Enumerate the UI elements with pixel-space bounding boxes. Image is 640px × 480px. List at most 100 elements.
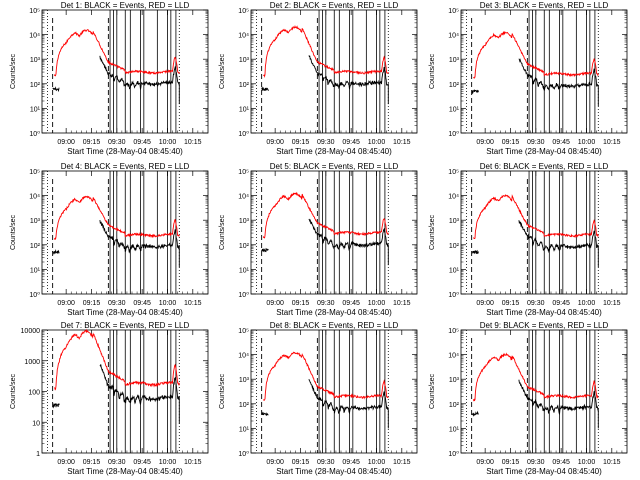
y-tick-label: 10²: [30, 82, 41, 89]
y-tick-label: 10⁵: [238, 8, 249, 15]
y-tick-label: 10⁴: [238, 194, 249, 201]
y-tick-label: 10²: [449, 243, 460, 250]
x-tick-label: 10:15: [184, 459, 202, 466]
x-tick-label: 09:30: [317, 459, 335, 466]
y-axis-label: Counts/sec: [10, 214, 17, 250]
panel-det-9: Det 9: BLACK = Events, RED = LLD 10⁰ 10¹ 10…: [429, 321, 628, 476]
x-tick-label: 09:45: [342, 139, 360, 146]
panel-title: Det 8: BLACK = Events, RED = LLD: [270, 321, 399, 330]
events-series-line: [308, 55, 389, 105]
events-series-early: [52, 403, 60, 409]
events-series-early: [471, 410, 479, 417]
y-tick-label: 10⁰: [29, 130, 40, 138]
events-series-line: [308, 218, 389, 266]
events-series-early: [471, 249, 479, 255]
panel-title: Det 7: BLACK = Events, RED = LLD: [61, 321, 190, 330]
y-tick-label: 10¹: [30, 267, 41, 274]
lld-series-line: [54, 328, 180, 391]
y-tick-label: 100: [28, 390, 40, 397]
x-tick-label: 09:00: [476, 300, 494, 307]
x-tick-label: 10:15: [393, 459, 411, 466]
y-tick-label: 10³: [239, 218, 250, 225]
x-tick-label: 09:45: [552, 300, 570, 307]
y-tick-label: 10¹: [239, 426, 250, 433]
events-series-line: [518, 379, 599, 429]
x-tick-label: 10:00: [578, 459, 596, 466]
x-tick-label: 10:00: [578, 139, 596, 146]
x-tick-label: 10:00: [368, 139, 386, 146]
y-tick-label: 10²: [30, 243, 41, 250]
y-tick-label: 10³: [239, 377, 250, 384]
y-axis-label: Counts/sec: [429, 53, 436, 89]
events-series-early: [261, 411, 269, 417]
x-tick-label: 09:45: [552, 459, 570, 466]
x-tick-label: 09:30: [527, 300, 545, 307]
y-axis-label: Counts/sec: [219, 214, 226, 250]
x-tick-label: 10:15: [603, 300, 621, 307]
y-tick-label: 10³: [449, 377, 460, 384]
events-series-early: [261, 86, 269, 92]
x-tick-label: 09:30: [317, 300, 335, 307]
y-tick-label: 10⁵: [448, 169, 459, 176]
x-tick-label: 09:30: [527, 459, 545, 466]
x-tick-label: 10:15: [393, 139, 411, 146]
x-tick-label: 10:15: [184, 300, 202, 307]
y-tick-label: 1: [36, 451, 40, 458]
x-tick-label: 09:15: [83, 459, 101, 466]
y-tick-label: 10⁴: [448, 33, 459, 40]
y-tick-label: 10⁵: [448, 328, 459, 335]
y-tick-label: 10⁰: [448, 130, 459, 138]
x-axis-label: Start Time (28-May-04 08:45:40): [486, 147, 602, 156]
x-tick-label: 09:30: [108, 300, 126, 307]
y-tick-label: 10⁴: [29, 33, 40, 40]
lld-series-line: [473, 194, 599, 240]
y-axis-label: Counts/sec: [219, 373, 226, 409]
x-axis-label: Start Time (28-May-04 08:45:40): [67, 467, 183, 476]
x-tick-label: 09:15: [502, 459, 520, 466]
y-tick-label: 10⁵: [29, 169, 40, 176]
lld-series-line: [53, 29, 180, 77]
lld-series-line: [472, 352, 599, 402]
events-series-line: [99, 55, 180, 105]
x-tick-label: 09:15: [502, 139, 520, 146]
x-tick-label: 10:00: [159, 139, 177, 146]
panel-det-5: Det 5: BLACK = Events, RED = LLD 10⁰ 10¹ 10…: [219, 162, 418, 317]
events-series-line: [518, 220, 599, 267]
x-tick-label: 10:00: [368, 300, 386, 307]
y-tick-label: 10⁵: [238, 328, 249, 335]
y-tick-label: 10⁰: [448, 450, 459, 458]
panel-det-8: Det 8: BLACK = Events, RED = LLD 10⁰ 10¹ 10…: [219, 321, 418, 476]
events-series-line: [308, 379, 389, 429]
y-axis-label: Counts/sec: [429, 373, 436, 409]
y-tick-label: 10⁴: [238, 33, 249, 40]
events-series-line: [99, 364, 180, 424]
panel-title: Det 4: BLACK = Events, RED = LLD: [61, 162, 190, 171]
y-tick-label: 10⁴: [448, 353, 459, 360]
x-axis-label: Start Time (28-May-04 08:45:40): [67, 308, 183, 317]
x-tick-label: 10:15: [393, 300, 411, 307]
y-tick-label: 10⁰: [29, 291, 40, 299]
y-axis-label: Counts/sec: [429, 214, 436, 250]
y-axis-label: Counts/sec: [10, 53, 17, 89]
x-tick-label: 09:15: [292, 459, 310, 466]
x-tick-label: 09:00: [266, 459, 284, 466]
x-tick-label: 09:45: [133, 300, 151, 307]
panel-det-2: Det 2: BLACK = Events, RED = LLD 10⁰ 10¹ 10…: [219, 1, 418, 156]
panel-title: Det 1: BLACK = Events, RED = LLD: [61, 1, 190, 10]
x-axis-label: Start Time (28-May-04 08:45:40): [276, 308, 392, 317]
x-tick-label: 09:15: [292, 139, 310, 146]
events-series-early: [471, 89, 479, 95]
events-series-early: [261, 247, 269, 253]
x-tick-label: 10:15: [184, 139, 202, 146]
y-tick-label: 10³: [30, 57, 41, 64]
panel-det-1: Det 1: BLACK = Events, RED = LLD 10⁰ 10¹ 10…: [10, 1, 209, 156]
y-tick-label: 10²: [449, 402, 460, 409]
y-tick-label: 10¹: [449, 106, 460, 113]
x-tick-label: 10:00: [159, 459, 177, 466]
y-tick-label: 10³: [449, 218, 460, 225]
lld-series-line: [263, 25, 389, 78]
y-tick-label: 10¹: [30, 106, 41, 113]
panel-title: Det 9: BLACK = Events, RED = LLD: [480, 321, 609, 330]
y-tick-label: 10¹: [449, 426, 460, 433]
